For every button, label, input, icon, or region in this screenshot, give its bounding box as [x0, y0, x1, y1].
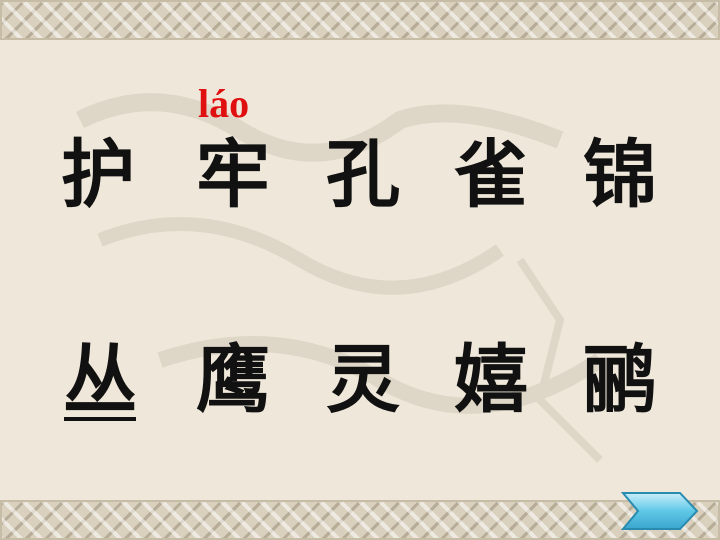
pinyin-annotation: láo: [198, 81, 250, 126]
character-row1-1: 护: [61, 132, 135, 218]
character-row1-2: 牢: [196, 132, 270, 218]
character-row1-5: 锦: [583, 132, 657, 218]
character-row2-4: 嬉: [454, 337, 528, 423]
decorative-top-border: [0, 0, 720, 40]
calligraphy-watermark-icon: [75, 93, 605, 463]
character-row1-4: 雀: [454, 132, 528, 218]
decorative-bottom-border: [0, 500, 720, 540]
character-row2-2: 鹰: [196, 337, 270, 423]
character-row2-3: 灵: [326, 337, 400, 423]
next-slide-button[interactable]: [620, 490, 700, 532]
chevron-right-icon: [620, 492, 699, 530]
character-row1-3: 孔: [326, 132, 400, 218]
character-row2-5: 鹂: [583, 337, 657, 423]
character-row2-1: 丛: [63, 337, 137, 423]
character-underline: [64, 417, 136, 421]
